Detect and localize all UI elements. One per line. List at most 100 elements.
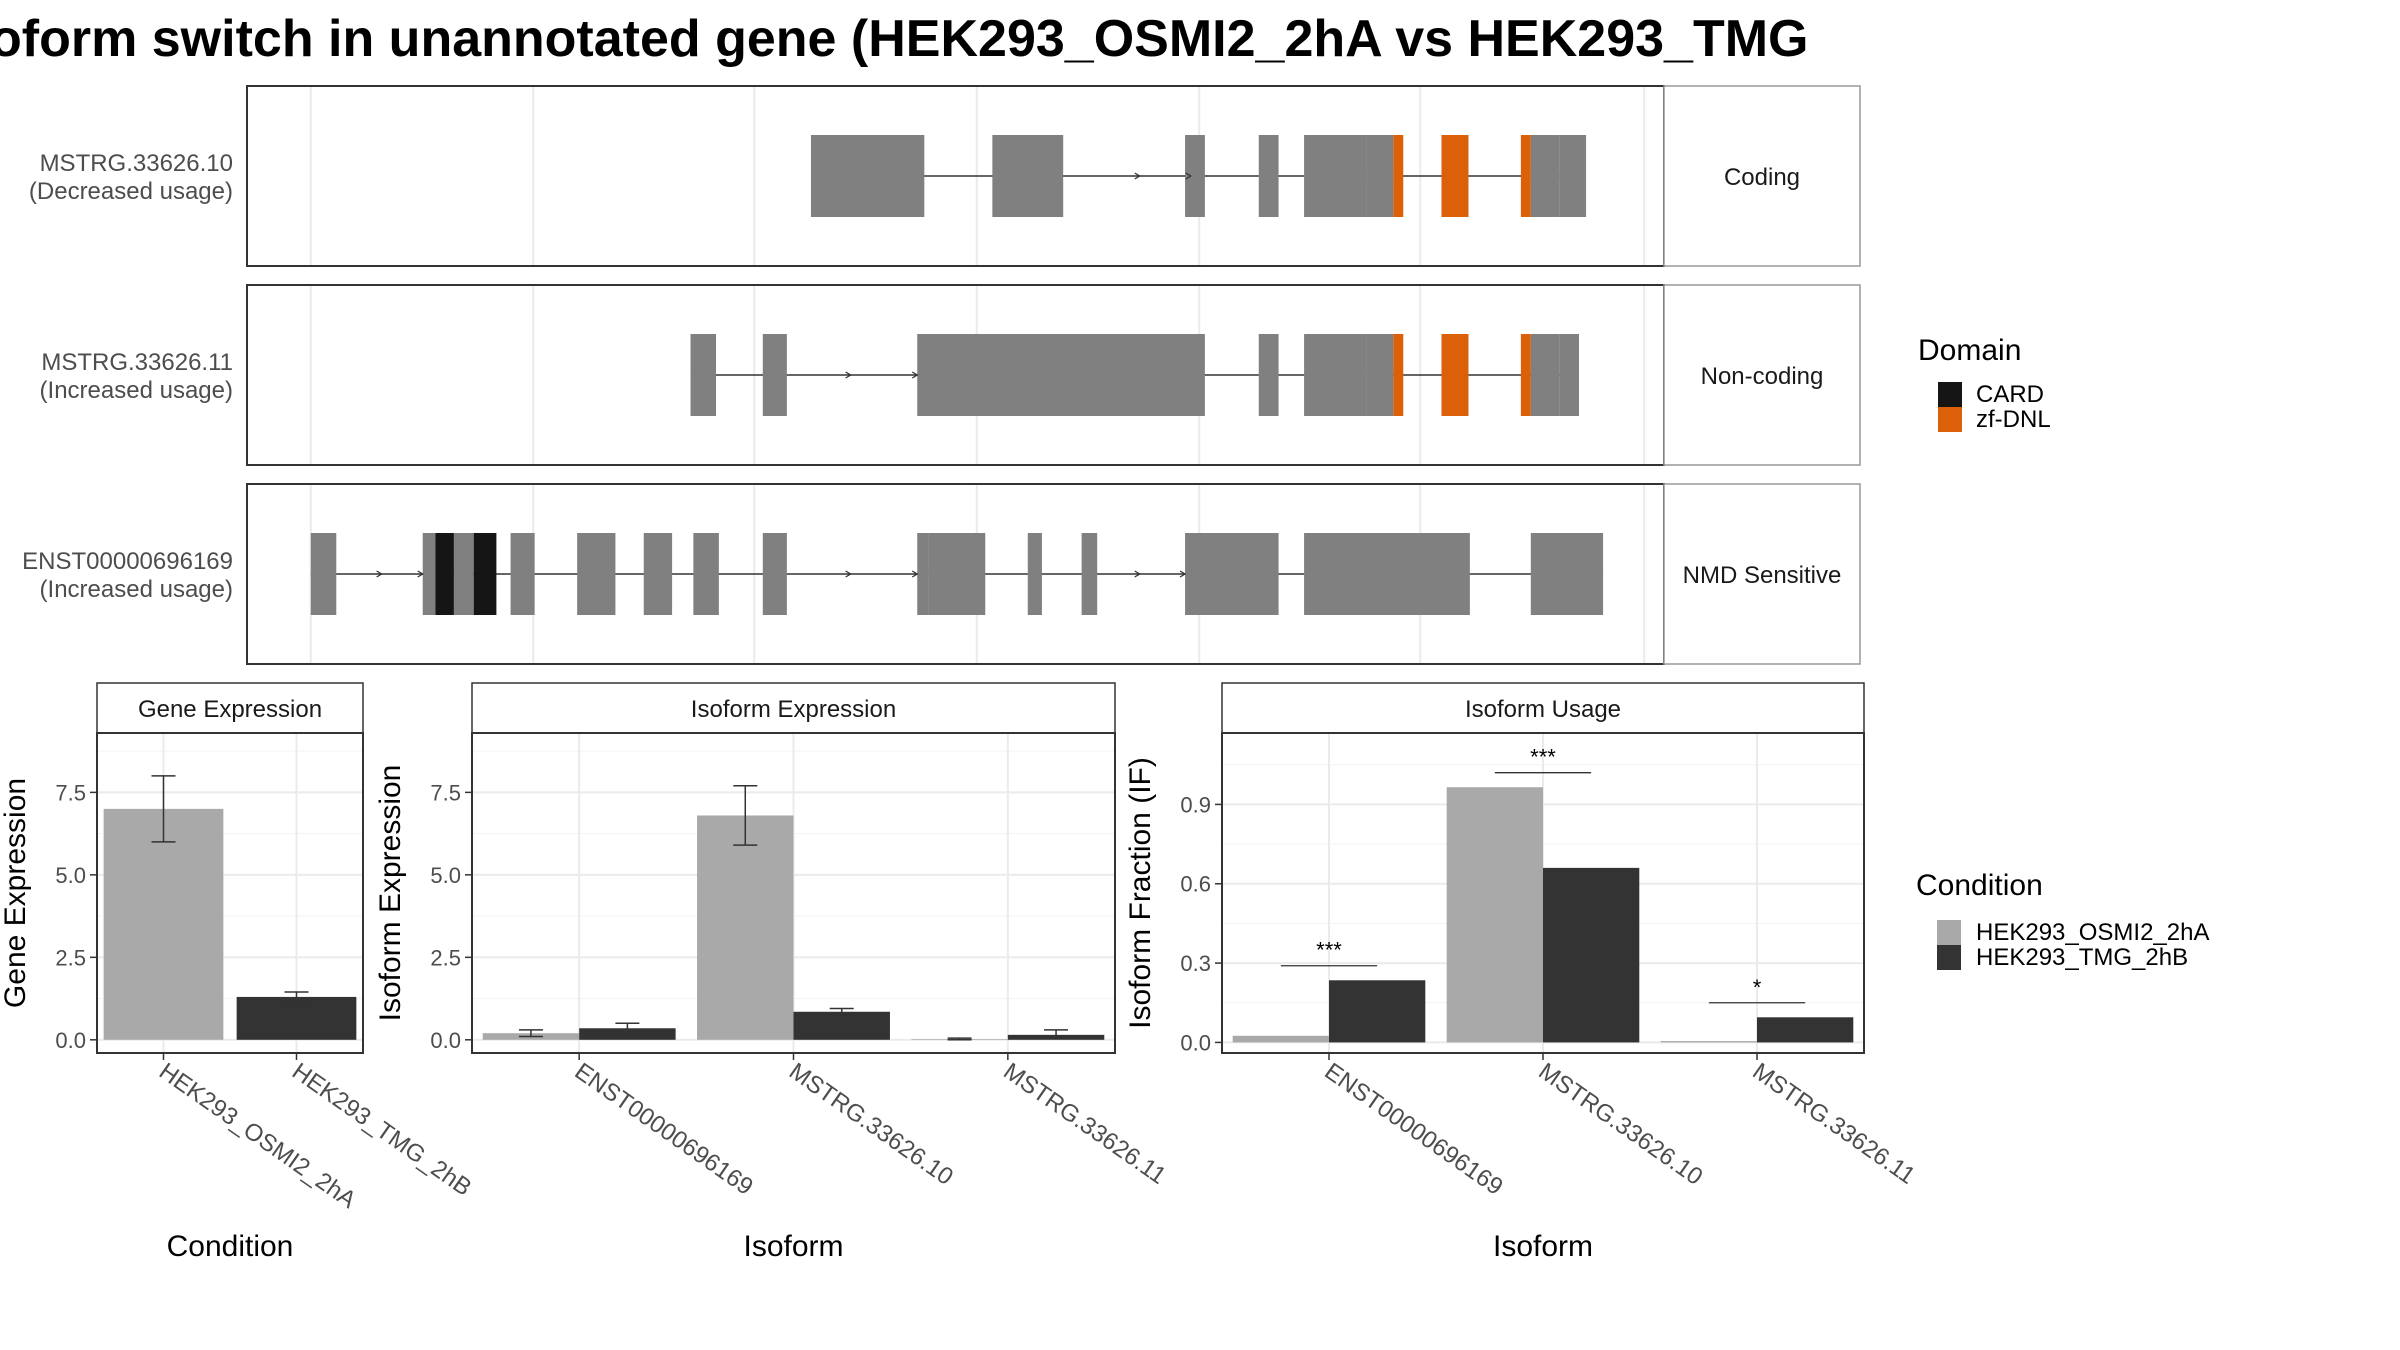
exon bbox=[1185, 533, 1279, 615]
chart-title: Isoform Usage bbox=[1465, 696, 1621, 723]
x-axis-title: Isoform bbox=[743, 1230, 843, 1263]
exon bbox=[1366, 135, 1394, 217]
chart-strip bbox=[1221, 682, 1865, 734]
track-strip bbox=[1663, 483, 1861, 665]
domain-legend-title: Domain bbox=[1918, 334, 2021, 367]
bar-hek293_tmg_2hb-1 bbox=[793, 1011, 890, 1040]
legend-swatch-card bbox=[1938, 382, 1962, 407]
y-tick-label: 7.5 bbox=[55, 780, 86, 805]
exon bbox=[1559, 135, 1587, 217]
transcript-usage: (Decreased usage) bbox=[29, 178, 233, 205]
track-strip bbox=[1663, 284, 1861, 466]
strand-arrow bbox=[911, 371, 919, 379]
x-axis-title: Condition bbox=[167, 1230, 294, 1263]
y-tick-label: 7.5 bbox=[430, 780, 461, 805]
error-bar bbox=[518, 1029, 543, 1038]
exon bbox=[1185, 135, 1205, 217]
exon bbox=[1530, 334, 1560, 416]
transcript-track-0: Coding MSTRG.33626.10(Decreased usage) bbox=[29, 85, 1861, 267]
strand-arrow bbox=[845, 371, 852, 379]
bar-hek293_tmg_2hb-1 bbox=[1543, 867, 1640, 1043]
domain-zf-dnl bbox=[1520, 135, 1531, 217]
strand-arrow bbox=[845, 570, 852, 578]
track-category-label: Non-coding bbox=[1701, 363, 1824, 390]
domain-zf-dnl bbox=[1441, 334, 1469, 416]
transcript-id: MSTRG.33626.11 bbox=[41, 349, 233, 376]
y-tick-label: 0.9 bbox=[1180, 792, 1211, 817]
isoform-usage-chart: Isoform Usage0.00.30.60.9*******ENST0000… bbox=[1124, 682, 1920, 1263]
exon bbox=[1304, 334, 1367, 416]
significance-label: * bbox=[1753, 975, 1762, 1000]
exon bbox=[643, 533, 673, 615]
exon bbox=[1530, 135, 1560, 217]
strand-arrow bbox=[1134, 570, 1141, 578]
x-tick-label: MSTRG.33626.10 bbox=[1534, 1058, 1708, 1191]
track-category-label: NMD Sensitive bbox=[1683, 562, 1842, 589]
exon bbox=[762, 334, 787, 416]
exon bbox=[693, 533, 719, 615]
x-tick-label: MSTRG.33626.11 bbox=[998, 1058, 1170, 1190]
exon bbox=[577, 533, 616, 615]
exon bbox=[1530, 533, 1604, 615]
strand-arrow bbox=[911, 570, 919, 578]
condition-legend-title: Condition bbox=[1916, 869, 2043, 902]
exon bbox=[1366, 334, 1394, 416]
exon bbox=[422, 533, 436, 615]
exon bbox=[810, 135, 925, 217]
transcript-usage: (Increased usage) bbox=[40, 377, 233, 404]
domain-zf-dnl bbox=[1393, 334, 1404, 416]
legend-label: CARD bbox=[1976, 381, 2044, 408]
exon bbox=[1027, 533, 1042, 615]
transcript-id: MSTRG.33626.10 bbox=[40, 150, 233, 177]
track-category-label: Coding bbox=[1724, 164, 1800, 191]
exon bbox=[453, 533, 474, 615]
x-tick-label: ENST00000696169 bbox=[570, 1058, 758, 1201]
chart-title: Isoform Expression bbox=[691, 696, 896, 723]
y-tick-label: 0.0 bbox=[55, 1028, 86, 1053]
error-bar bbox=[829, 1007, 854, 1016]
exon bbox=[1258, 334, 1279, 416]
legend-swatch-zf-dnl bbox=[1938, 407, 1962, 432]
bar-hek293_osmi2_2ha-1 bbox=[697, 815, 794, 1040]
y-axis-title: Isoform Expression bbox=[374, 765, 407, 1022]
transcript-track-2: NMD Sensitive ENST00000696169(Increased u… bbox=[22, 483, 1861, 665]
transcript-usage: (Increased usage) bbox=[40, 576, 233, 603]
exon bbox=[1304, 135, 1367, 217]
bar-hek293_osmi2_2ha-2 bbox=[1660, 1041, 1757, 1043]
y-tick-label: 2.5 bbox=[430, 945, 461, 970]
track-strip bbox=[1663, 85, 1861, 267]
transcript-track-1: Non-coding MSTRG.33626.11(Increased usage… bbox=[40, 284, 1861, 466]
bar-hek293_tmg_2hb-2 bbox=[1757, 1017, 1854, 1043]
legend-swatch-condition-0 bbox=[1937, 920, 1961, 945]
domain-zf-dnl bbox=[1520, 334, 1531, 416]
domain-card bbox=[473, 533, 497, 615]
bar-hek293_osmi2_2ha-1 bbox=[1446, 787, 1543, 1043]
exon bbox=[762, 533, 787, 615]
error-bar bbox=[615, 1022, 640, 1034]
isoform-expression-chart: Isoform Expression 0.0 2.5 5.0 7.5 ENST000006… bbox=[374, 682, 1171, 1263]
exon bbox=[510, 533, 535, 615]
error-bar bbox=[284, 991, 309, 1003]
strand-arrow bbox=[376, 570, 383, 578]
error-bar bbox=[733, 785, 758, 846]
exon bbox=[1559, 334, 1579, 416]
error-bar bbox=[1044, 1029, 1069, 1039]
bar-1 bbox=[236, 996, 357, 1040]
legend-swatch-condition-1 bbox=[1937, 945, 1961, 970]
x-axis-title: Isoform bbox=[1493, 1230, 1593, 1263]
y-axis-title: Gene Expression bbox=[0, 778, 32, 1008]
y-tick-label: 5.0 bbox=[430, 863, 461, 888]
y-tick-label: 0.0 bbox=[1180, 1030, 1211, 1055]
bar-hek293_tmg_2hb-0 bbox=[579, 1028, 676, 1040]
exon bbox=[928, 533, 986, 615]
figure-title: oform switch in unannotated gene (HEK293… bbox=[0, 10, 1808, 68]
bar-hek293_tmg_2hb-0 bbox=[1329, 980, 1426, 1043]
strand-arrow bbox=[1134, 172, 1141, 180]
transcript-id: ENST00000696169 bbox=[22, 548, 233, 575]
y-tick-label: 2.5 bbox=[55, 945, 86, 970]
y-tick-label: 0.0 bbox=[430, 1028, 461, 1053]
significance-label: *** bbox=[1316, 938, 1342, 963]
